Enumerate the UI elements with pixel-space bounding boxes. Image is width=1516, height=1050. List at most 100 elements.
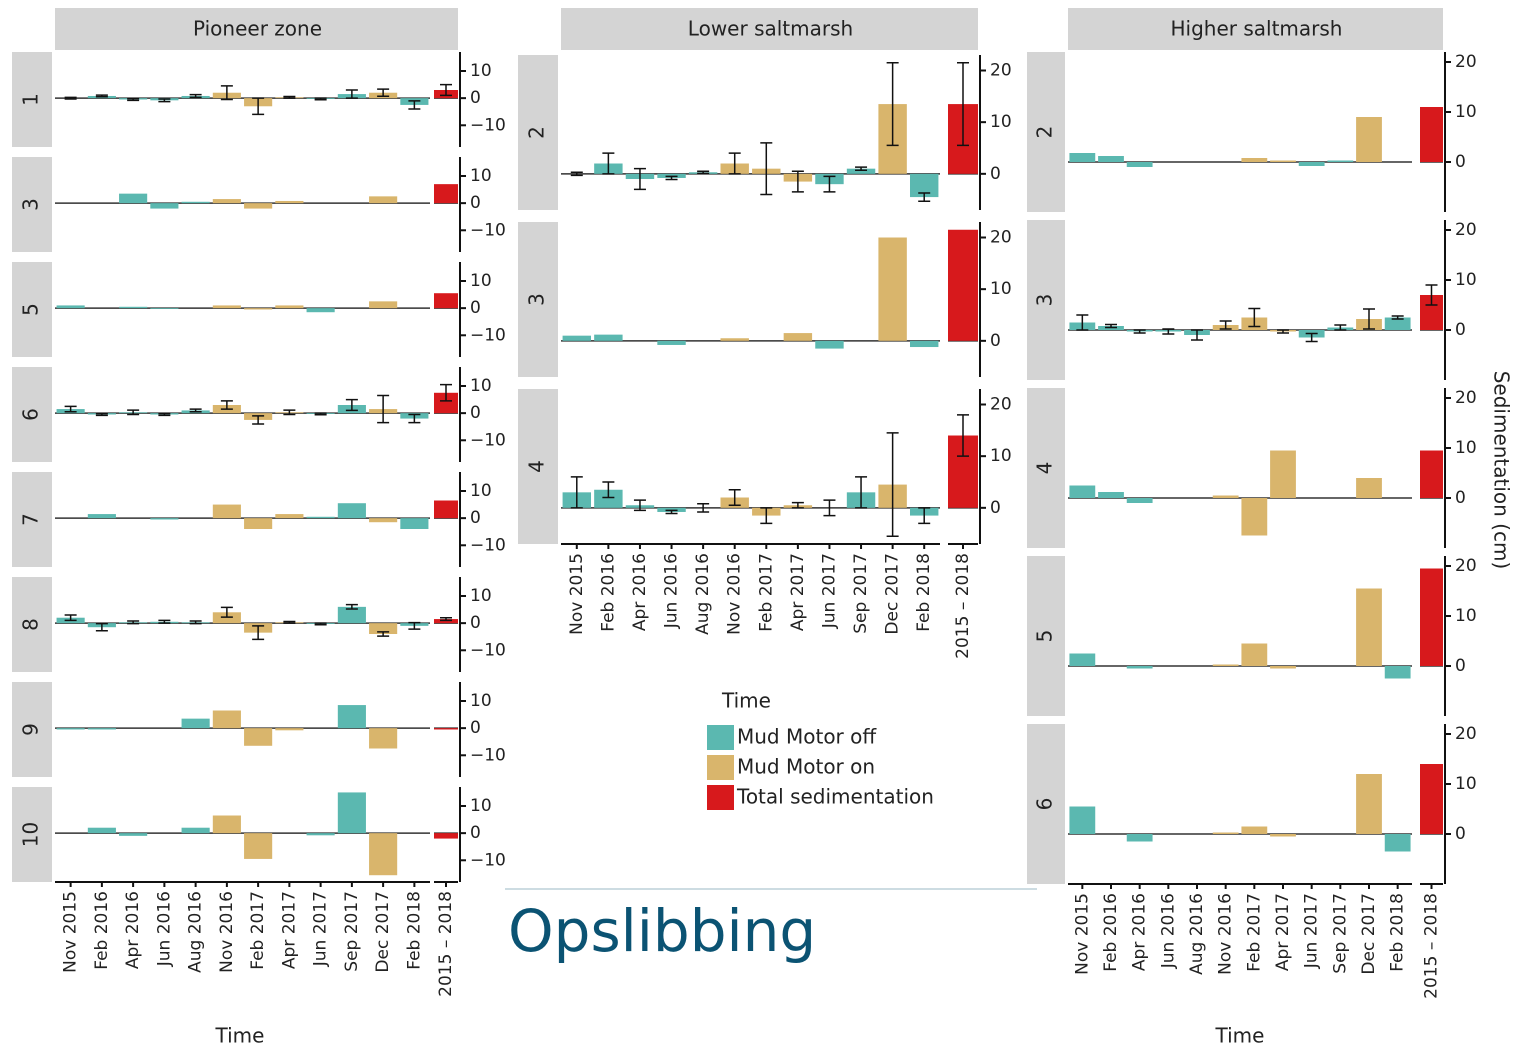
error-bar <box>823 175 836 193</box>
error-bar <box>1277 329 1289 334</box>
bar <box>56 728 85 730</box>
x-tick-label: Nov 2016 <box>725 553 745 635</box>
total-bar <box>434 392 458 414</box>
y-tick-label: 0 <box>1455 152 1466 172</box>
total-bar <box>434 833 458 839</box>
error-bar <box>408 413 421 424</box>
row-label: 8 <box>19 618 43 631</box>
error-bar <box>283 409 296 416</box>
bar <box>720 338 749 341</box>
bar <box>119 193 148 204</box>
x-tick-label: Feb 2018 <box>404 891 424 970</box>
total-bar <box>434 184 458 204</box>
caption: Opslibbing <box>508 897 816 965</box>
bar <box>56 305 85 309</box>
error-bar <box>1334 324 1347 331</box>
bar <box>1098 156 1124 162</box>
x-tick-label: Apr 2016 <box>123 891 143 969</box>
bar <box>181 718 210 729</box>
error-bar <box>345 398 358 412</box>
bar <box>400 518 429 529</box>
y-tick-label: 0 <box>1455 320 1466 340</box>
y-tick-label: 10 <box>470 166 492 186</box>
y-tick-label: 20 <box>990 228 1012 248</box>
error-bar <box>1391 315 1404 320</box>
total-bar <box>1420 107 1443 162</box>
error-bar <box>1219 320 1232 330</box>
strip-row <box>12 682 52 777</box>
bar <box>1384 317 1411 330</box>
x-tick-label: Apr 2017 <box>1273 893 1293 971</box>
x-tick-label: 2015 – 2018 <box>1422 893 1442 999</box>
y-tick-label: 10 <box>1455 270 1477 290</box>
x-tick-label: Jun 2016 <box>662 553 682 629</box>
error-bar <box>570 171 583 177</box>
bar <box>1069 485 1096 498</box>
strip-row <box>1027 388 1065 548</box>
strip-row <box>12 52 52 147</box>
y-tick-label: 10 <box>990 112 1012 132</box>
error-bar <box>1248 307 1261 328</box>
bar <box>369 728 398 749</box>
x-tick-label: Apr 2017 <box>279 891 299 969</box>
bar <box>909 173 939 198</box>
y-tick-label: 20 <box>1455 724 1477 744</box>
strip-row <box>1027 556 1065 716</box>
error-bar <box>408 100 421 110</box>
total-bar <box>434 293 458 309</box>
y-tick-label: 0 <box>470 508 481 528</box>
row-label: 7 <box>19 513 43 526</box>
total-error-bar <box>1425 284 1438 306</box>
total-bar <box>1420 295 1443 330</box>
legend-title: Time <box>721 689 771 713</box>
y-tick-label: 20 <box>1455 220 1477 240</box>
row-label: 6 <box>1033 798 1057 811</box>
bar <box>594 334 623 341</box>
x-tick-label: Feb 2017 <box>248 891 268 970</box>
row-label: 5 <box>1033 630 1057 643</box>
x-axis-title: Time <box>1215 1024 1265 1048</box>
error-bar <box>570 476 583 509</box>
bar <box>1384 666 1411 679</box>
y-tick-label: 0 <box>990 498 1001 518</box>
bar <box>369 623 398 634</box>
facet-title: Pioneer zone <box>193 17 322 41</box>
bar <box>306 516 335 519</box>
error-bar <box>602 481 615 499</box>
error-bar <box>377 631 390 637</box>
y-tick-label: 0 <box>470 193 481 213</box>
error-bar <box>791 501 804 509</box>
bar <box>119 306 148 309</box>
error-bar <box>95 622 108 632</box>
x-tick-label: Jun 2017 <box>311 891 331 967</box>
error-bar <box>127 620 140 625</box>
error-bar <box>918 192 931 202</box>
bar <box>150 203 179 209</box>
error-bar <box>633 499 646 512</box>
error-bar <box>189 93 202 99</box>
x-tick-label: Feb 2017 <box>1244 893 1264 972</box>
error-bar <box>158 412 171 417</box>
total-error-bar <box>957 62 969 147</box>
x-tick-label: Nov 2016 <box>1216 893 1236 975</box>
error-bar <box>886 432 899 537</box>
total-bar <box>1420 450 1443 498</box>
x-tick-label: Nov 2015 <box>567 553 587 635</box>
error-bar <box>314 97 327 101</box>
y-tick-label: −10 <box>470 535 506 555</box>
y-tick-label: 0 <box>990 331 1001 351</box>
bar <box>369 518 398 523</box>
error-bar <box>189 620 202 625</box>
error-bar <box>345 603 358 610</box>
x-tick-label: Sep 2017 <box>1330 893 1350 974</box>
bar <box>1212 664 1239 666</box>
x-tick-label: Feb 2016 <box>598 553 618 632</box>
error-bar <box>918 507 931 525</box>
error-bar <box>95 412 108 417</box>
total-bar <box>948 229 978 341</box>
bar <box>1212 832 1239 834</box>
bar <box>1270 666 1296 669</box>
bar <box>1384 834 1411 852</box>
total-bar <box>434 500 458 519</box>
